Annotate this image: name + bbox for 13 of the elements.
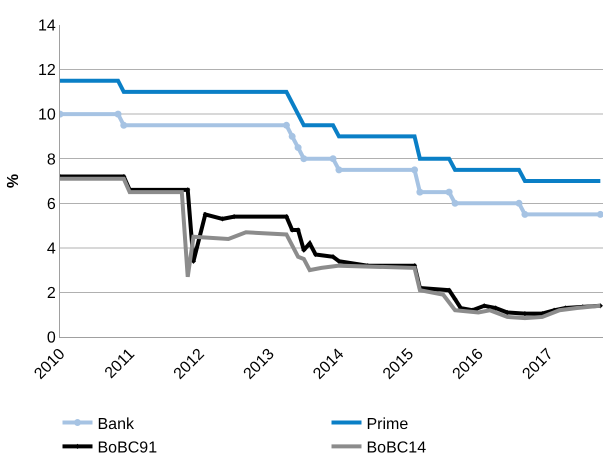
y-axis-title: % xyxy=(4,174,22,188)
y-tick-label: 8 xyxy=(46,151,56,168)
y-tick-label: 12 xyxy=(38,62,56,80)
legend-label: Bank xyxy=(98,416,135,433)
legend-label: BoBC91 xyxy=(98,440,158,457)
legend-label: BoBC14 xyxy=(366,440,426,457)
y-tick-label: 4 xyxy=(46,240,56,258)
y-tick-label: 14 xyxy=(38,18,56,35)
y-tick-label: 10 xyxy=(38,106,56,124)
legend-label: Prime xyxy=(366,416,408,433)
y-tick-label: 6 xyxy=(46,196,56,213)
y-tick-label: 0 xyxy=(46,330,56,347)
y-tick-label: 2 xyxy=(46,285,56,302)
